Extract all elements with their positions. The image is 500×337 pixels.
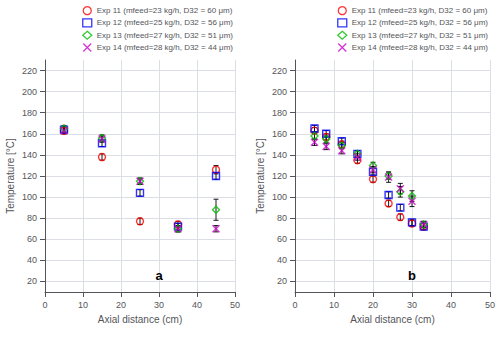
svg-text:10: 10 (329, 300, 339, 310)
svg-text:180: 180 (272, 108, 287, 118)
svg-text:20: 20 (116, 300, 126, 310)
svg-text:b: b (408, 268, 416, 283)
svg-text:160: 160 (272, 129, 287, 139)
svg-text:60: 60 (27, 234, 37, 244)
svg-text:Exp 13 (mfeed=27 kg/h, D32 = 5: Exp 13 (mfeed=27 kg/h, D32 = 51 μm) (352, 31, 489, 40)
svg-text:Exp 12 (mfeed=25 kg/h, D32 = 5: Exp 12 (mfeed=25 kg/h, D32 = 56 μm) (97, 18, 234, 27)
svg-text:100: 100 (272, 192, 287, 202)
svg-text:20: 20 (27, 276, 37, 286)
svg-text:140: 140 (22, 150, 37, 160)
svg-text:Exp 11 (mfeed=23 kg/h, D32 = 6: Exp 11 (mfeed=23 kg/h, D32 = 60 μm) (352, 6, 488, 15)
svg-text:100: 100 (22, 192, 37, 202)
svg-text:180: 180 (22, 108, 37, 118)
svg-text:50: 50 (230, 300, 240, 310)
svg-text:30: 30 (407, 300, 417, 310)
svg-text:120: 120 (22, 171, 37, 181)
svg-text:Exp 14 (mfeed=28 kg/h, D32 = 4: Exp 14 (mfeed=28 kg/h, D32 = 44 μm) (97, 43, 234, 52)
svg-text:30: 30 (154, 300, 164, 310)
svg-text:40: 40 (277, 255, 287, 265)
svg-text:160: 160 (22, 129, 37, 139)
svg-text:0: 0 (42, 300, 47, 310)
svg-text:200: 200 (272, 87, 287, 97)
svg-text:40: 40 (446, 300, 456, 310)
svg-text:50: 50 (485, 300, 495, 310)
svg-text:Exp 14 (mfeed=28 kg/h, D32 = 4: Exp 14 (mfeed=28 kg/h, D32 = 44 μm) (352, 43, 489, 52)
svg-text:10: 10 (78, 300, 88, 310)
svg-text:120: 120 (272, 171, 287, 181)
svg-text:80: 80 (277, 213, 287, 223)
svg-text:220: 220 (22, 66, 37, 76)
svg-text:220: 220 (272, 66, 287, 76)
svg-text:20: 20 (277, 276, 287, 286)
svg-text:40: 40 (27, 255, 37, 265)
svg-text:Axial distance (cm): Axial distance (cm) (98, 314, 182, 325)
svg-text:40: 40 (192, 300, 202, 310)
svg-text:80: 80 (27, 213, 37, 223)
svg-text:Temperature [°C]: Temperature [°C] (5, 138, 16, 214)
svg-text:20: 20 (368, 300, 378, 310)
svg-text:Exp 12 (mfeed=25 kg/h, D32 = 5: Exp 12 (mfeed=25 kg/h, D32 = 56 μm) (352, 18, 489, 27)
svg-text:Axial distance (cm): Axial distance (cm) (350, 314, 434, 325)
svg-text:140: 140 (272, 150, 287, 160)
svg-text:0: 0 (292, 300, 297, 310)
svg-text:Temperature [°C]: Temperature [°C] (255, 138, 266, 214)
svg-text:Exp 11 (mfeed=23 kg/h, D32 = 6: Exp 11 (mfeed=23 kg/h, D32 = 60 μm) (97, 6, 233, 15)
svg-text:60: 60 (277, 234, 287, 244)
svg-text:a: a (155, 268, 163, 283)
svg-text:200: 200 (22, 87, 37, 97)
svg-text:Exp 13 (mfeed=27 kg/h, D32 = 5: Exp 13 (mfeed=27 kg/h, D32 = 51 μm) (97, 31, 234, 40)
